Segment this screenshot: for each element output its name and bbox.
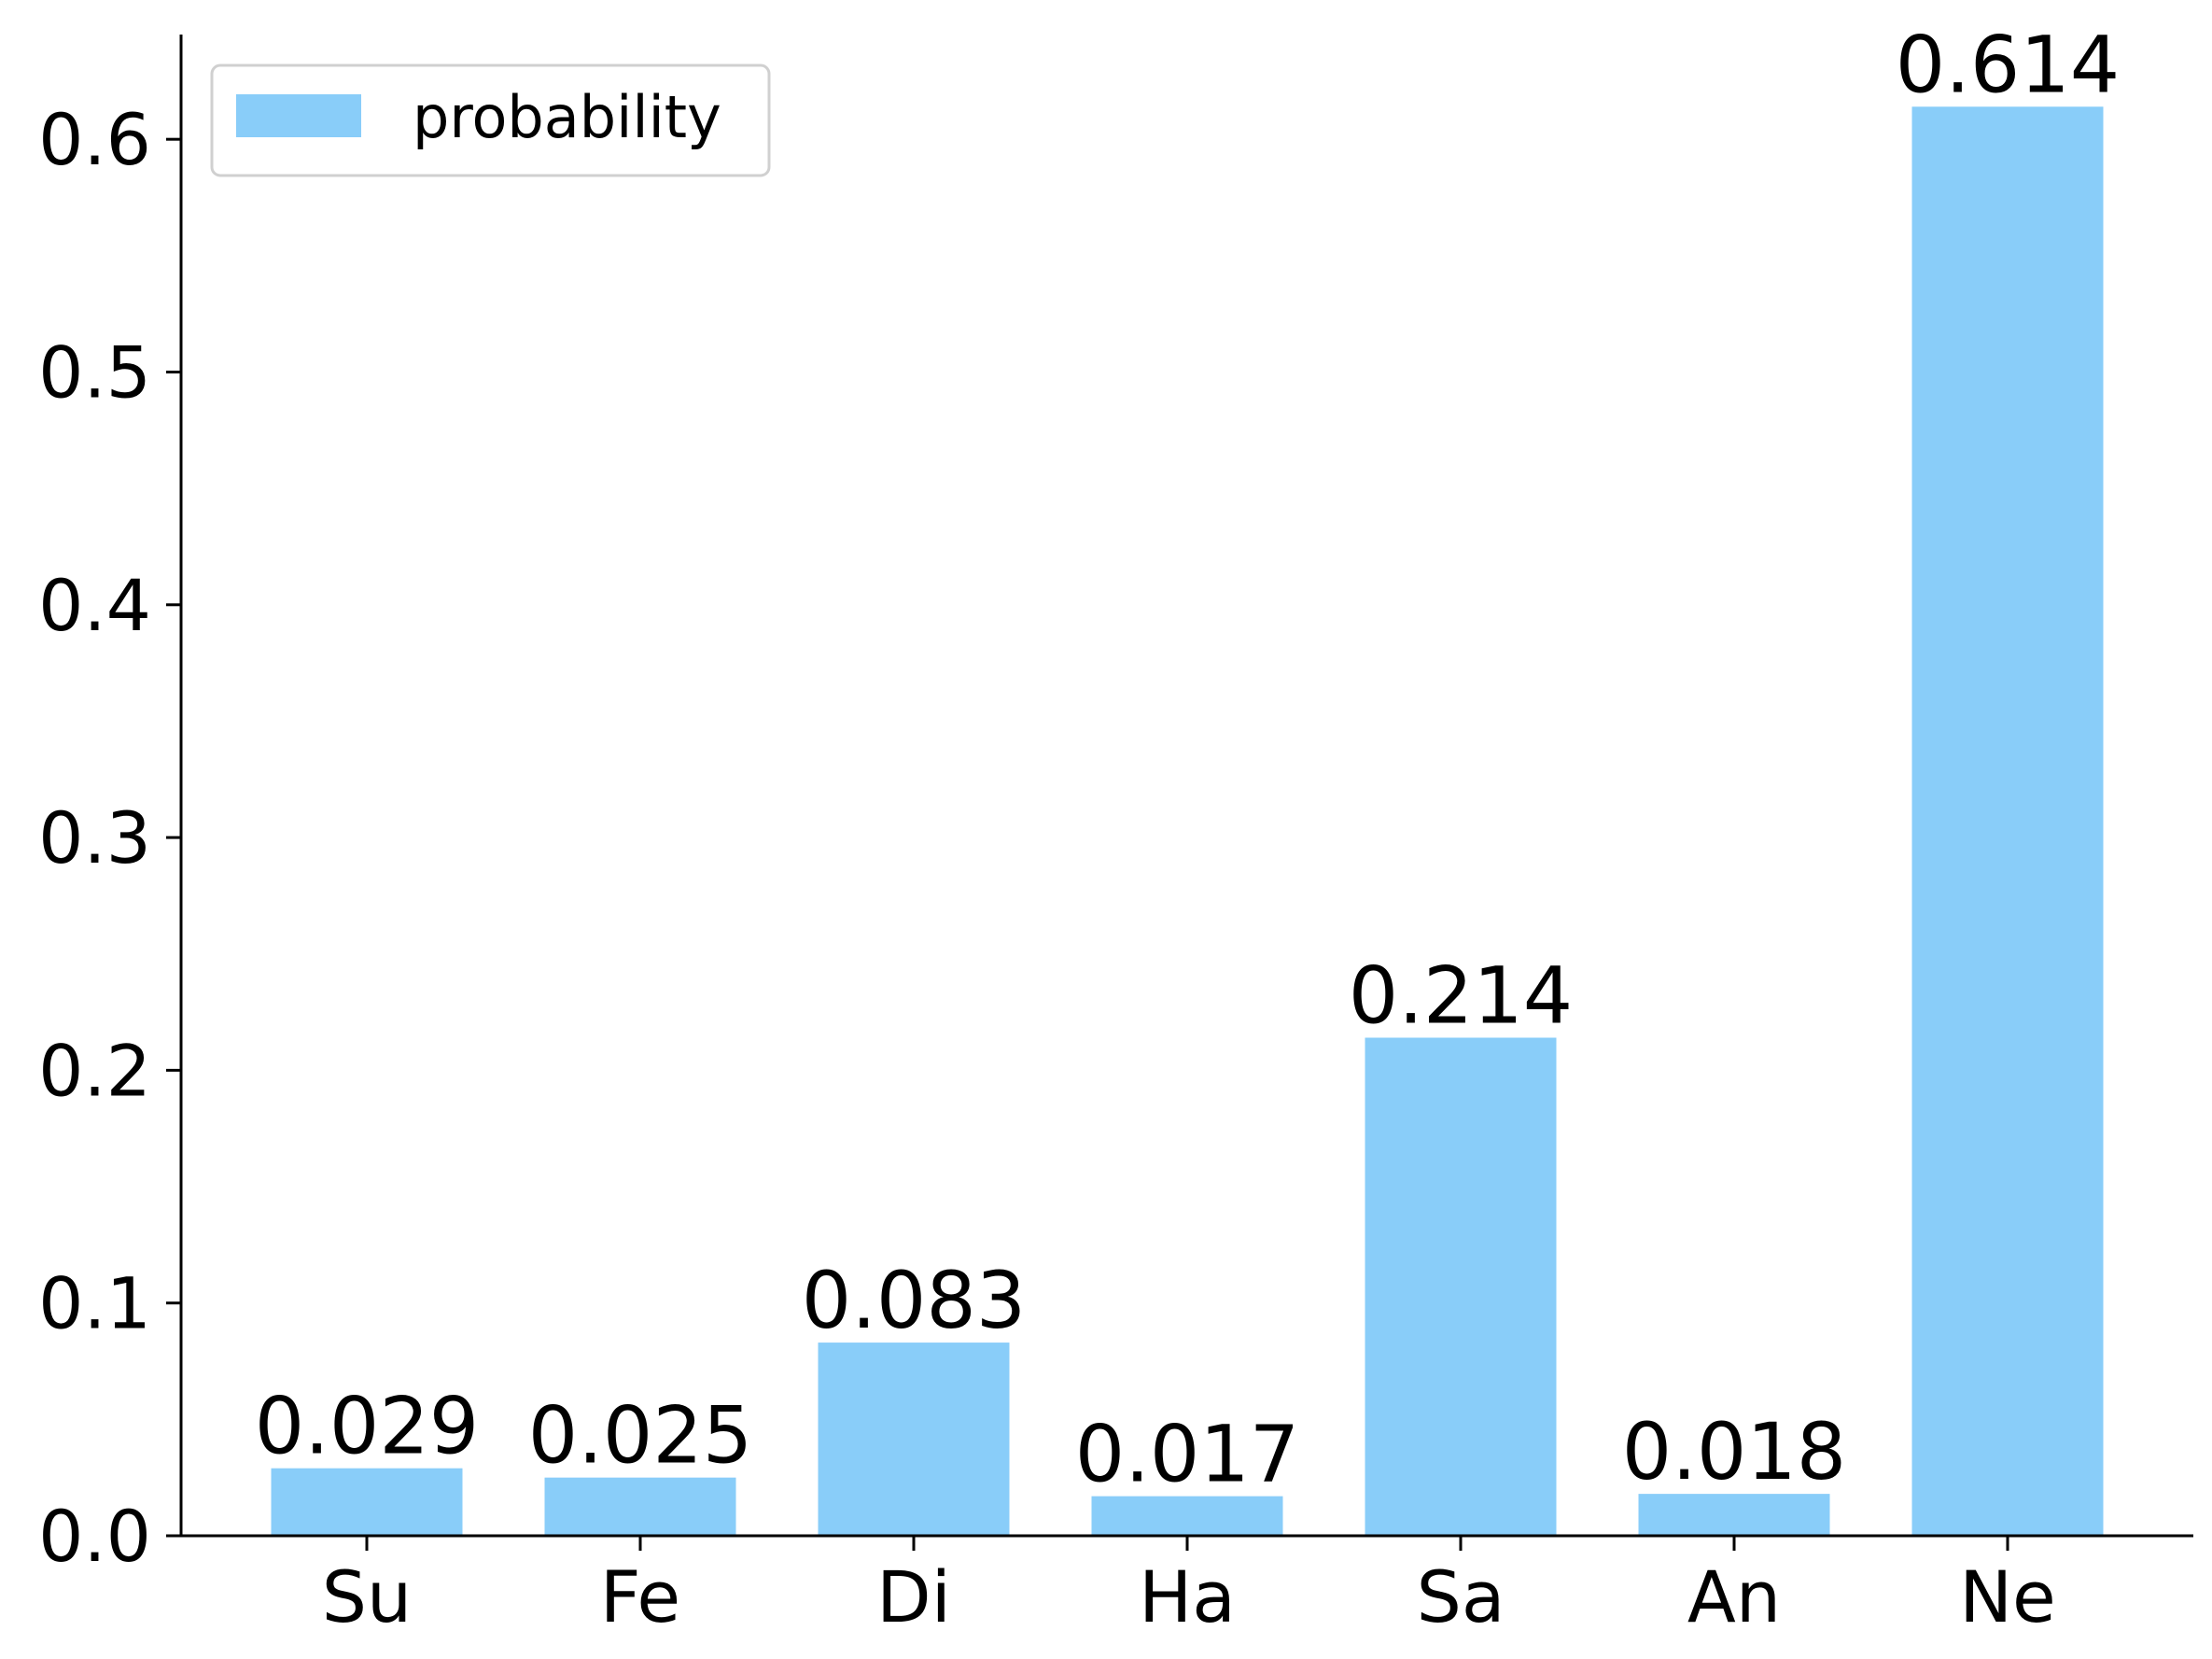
x-tick-label: Di xyxy=(876,1555,951,1638)
y-tick-label: 0.6 xyxy=(38,98,151,181)
y-axis: 0.0 0.1 0.2 0.3 0.4 0.5 0.6 xyxy=(38,35,183,1578)
y-tick-label: 0.1 xyxy=(38,1262,151,1345)
bar-di xyxy=(818,1343,1010,1536)
bars-layer xyxy=(271,106,2104,1537)
bar-value-labels: 0.029 0.025 0.083 0.017 0.214 0.018 0.614 xyxy=(255,19,2120,1499)
legend-swatch xyxy=(236,94,361,137)
legend-label: probability xyxy=(413,83,721,151)
bar-ha xyxy=(1091,1496,1283,1536)
y-tick-label: 0.5 xyxy=(38,330,151,414)
y-tick-label: 0.2 xyxy=(38,1029,151,1112)
legend: probability xyxy=(210,63,771,177)
x-tick-label: Ne xyxy=(1959,1555,2056,1638)
x-tick-label: Su xyxy=(322,1555,412,1638)
bar-value-label: 0.018 xyxy=(1622,1406,1846,1497)
y-tick-label: 0.0 xyxy=(38,1495,151,1578)
x-tick-label: Sa xyxy=(1417,1555,1505,1638)
bar-value-label: 0.614 xyxy=(1896,19,2120,110)
bar-fe xyxy=(544,1477,736,1536)
bar-su xyxy=(271,1468,463,1536)
bar-value-label: 0.017 xyxy=(1075,1409,1299,1500)
x-tick-label: An xyxy=(1687,1555,1781,1638)
bar-value-label: 0.214 xyxy=(1349,949,1573,1041)
y-tick-label: 0.4 xyxy=(38,564,151,647)
bar-value-label: 0.025 xyxy=(528,1390,752,1482)
legend-frame xyxy=(210,63,771,177)
bar-value-label: 0.029 xyxy=(255,1381,479,1472)
bar-an xyxy=(1638,1494,1830,1536)
x-axis: Su Fe Di Ha Sa An Ne xyxy=(181,1534,2193,1638)
bar-ne xyxy=(1911,106,2104,1537)
y-tick-label: 0.3 xyxy=(38,796,151,879)
bar-value-label: 0.083 xyxy=(802,1255,1026,1346)
bar-sa xyxy=(1365,1037,1557,1536)
x-tick-label: Fe xyxy=(600,1555,680,1638)
x-tick-label: Ha xyxy=(1139,1555,1236,1638)
